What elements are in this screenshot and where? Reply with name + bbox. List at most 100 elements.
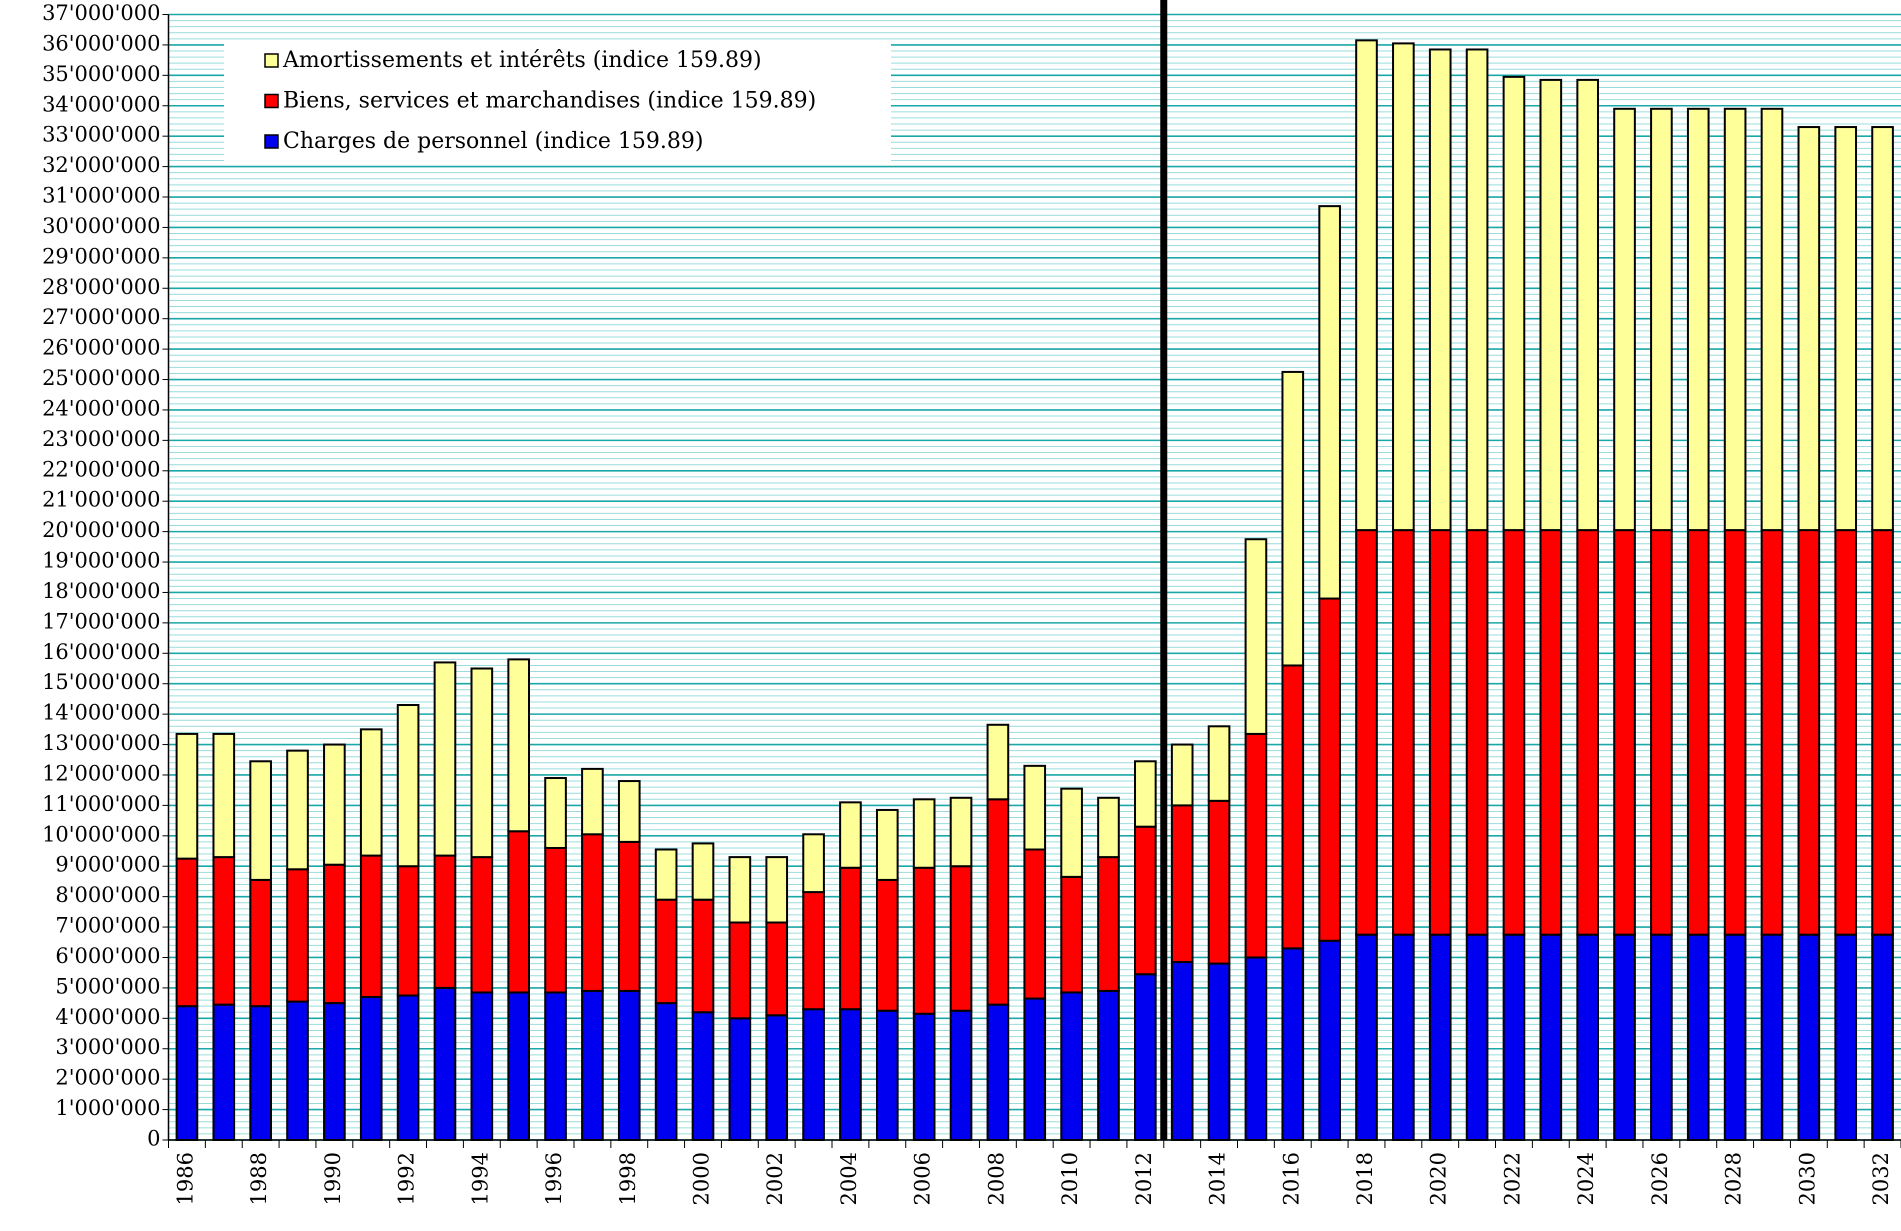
bar-segment	[1613, 933, 1636, 1141]
y-tick-label: 22'000'000	[42, 457, 160, 481]
y-tick-label: 20'000'000	[42, 518, 160, 542]
bar-segment	[1355, 933, 1378, 1141]
y-tick-label: 34'000'000	[42, 92, 160, 116]
bar-segment	[765, 856, 789, 924]
bar-segment	[875, 808, 899, 881]
legend-swatch	[264, 134, 279, 149]
bar-segment	[765, 1014, 789, 1141]
bar-segment	[286, 1000, 309, 1142]
y-tick-label: 18'000'000	[42, 579, 160, 603]
bar-segment	[949, 865, 973, 1012]
bar-segment	[839, 801, 862, 869]
bar-segment	[1392, 529, 1415, 936]
bar-segment	[359, 854, 383, 999]
x-tick-label: 2030	[1795, 1152, 1819, 1205]
y-tick-label: 10'000'000	[42, 822, 160, 846]
y-tick-label: 23'000'000	[42, 427, 160, 451]
bar-segment	[1207, 962, 1231, 1141]
bar-segment	[1097, 856, 1120, 992]
bar-segment	[1244, 956, 1268, 1142]
bar-segment	[1502, 75, 1526, 532]
bar-segment	[1502, 933, 1526, 1141]
bar-segment	[1576, 78, 1599, 532]
bar-segment	[1465, 48, 1489, 532]
bar-segment	[1023, 764, 1047, 851]
bar-segment	[839, 1008, 862, 1142]
bar-segment	[1318, 205, 1341, 600]
bar-segment	[544, 991, 567, 1142]
bar-segment	[323, 1002, 346, 1141]
bar-segment	[1134, 825, 1157, 976]
bar-segment	[1686, 107, 1710, 532]
bar-segment	[1797, 529, 1821, 936]
x-tick-label: 2024	[1574, 1152, 1598, 1205]
bar-segment	[1834, 126, 1858, 532]
bar-segment	[507, 658, 531, 833]
bar-segment	[1207, 725, 1231, 802]
bar-segment	[1760, 107, 1784, 532]
bar-segment	[1576, 529, 1599, 936]
bar-segment	[1355, 529, 1378, 936]
y-tick-label: 15'000'000	[42, 670, 160, 694]
bar-segment	[1428, 48, 1452, 532]
x-tick-label: 2008	[984, 1152, 1008, 1205]
bar-segment	[1097, 796, 1120, 859]
bar-segment	[323, 863, 346, 1005]
bar-segment	[912, 1012, 936, 1141]
bar-segment	[728, 856, 752, 924]
x-tick-label: 2016	[1279, 1152, 1303, 1205]
x-tick-label: 1992	[395, 1152, 419, 1205]
bar-segment	[1539, 933, 1563, 1141]
bar-segment	[802, 1008, 825, 1142]
bar-segment	[1871, 126, 1894, 532]
y-tick-label: 27'000'000	[42, 305, 160, 329]
x-tick-label: 2010	[1058, 1152, 1082, 1205]
y-tick-label: 24'000'000	[42, 396, 160, 420]
bar-segment	[912, 866, 936, 1015]
bar-segment	[654, 848, 678, 901]
bar-segment	[617, 840, 641, 992]
bar-segment	[507, 991, 531, 1142]
x-tick-label: 1998	[616, 1152, 640, 1205]
bar-segment	[1723, 107, 1747, 532]
bar-segment	[691, 842, 715, 901]
y-tick-label: 21'000'000	[42, 488, 160, 512]
y-tick-label: 6'000'000	[55, 944, 160, 968]
legend: Amortissements et intérêts (indice 159.8…	[224, 40, 891, 161]
x-tick-label: 1986	[173, 1152, 197, 1205]
bar-segment	[359, 996, 383, 1141]
bar-segment	[359, 728, 383, 857]
x-tick-label: 2020	[1427, 1152, 1451, 1205]
y-tick-label: 17'000'000	[42, 609, 160, 633]
bar-segment	[1797, 126, 1821, 532]
bar-segment	[1797, 933, 1821, 1141]
y-tick-label: 29'000'000	[42, 244, 160, 268]
bar-segment	[1686, 933, 1710, 1141]
bar-segment	[175, 732, 199, 860]
bar-segment	[1392, 42, 1415, 532]
x-tick-label: 1988	[247, 1152, 271, 1205]
y-tick-label: 30'000'000	[42, 214, 160, 238]
bar-segment	[1060, 991, 1083, 1142]
x-tick-label: 2022	[1500, 1152, 1524, 1205]
bar-segment	[1871, 933, 1894, 1141]
bar-segment	[581, 767, 604, 836]
legend-swatch	[264, 93, 279, 109]
bar-segment	[1170, 743, 1194, 807]
bar-segment	[1465, 529, 1489, 936]
bar-segment	[1428, 529, 1452, 936]
bar-segment	[986, 1003, 1010, 1141]
bar-segment	[1318, 939, 1341, 1142]
bar-segment	[433, 854, 457, 989]
bar-segment	[1170, 804, 1194, 964]
bar-segment	[1834, 933, 1858, 1141]
bar-segment	[212, 732, 236, 859]
y-tick-label: 28'000'000	[42, 275, 160, 299]
bar-segment	[654, 898, 678, 1005]
bar-segment	[1428, 933, 1452, 1141]
bar-segment	[1244, 732, 1268, 959]
x-tick-label: 2004	[837, 1152, 861, 1205]
bar-segment	[1686, 529, 1710, 936]
bar-segment	[1023, 848, 1047, 1000]
